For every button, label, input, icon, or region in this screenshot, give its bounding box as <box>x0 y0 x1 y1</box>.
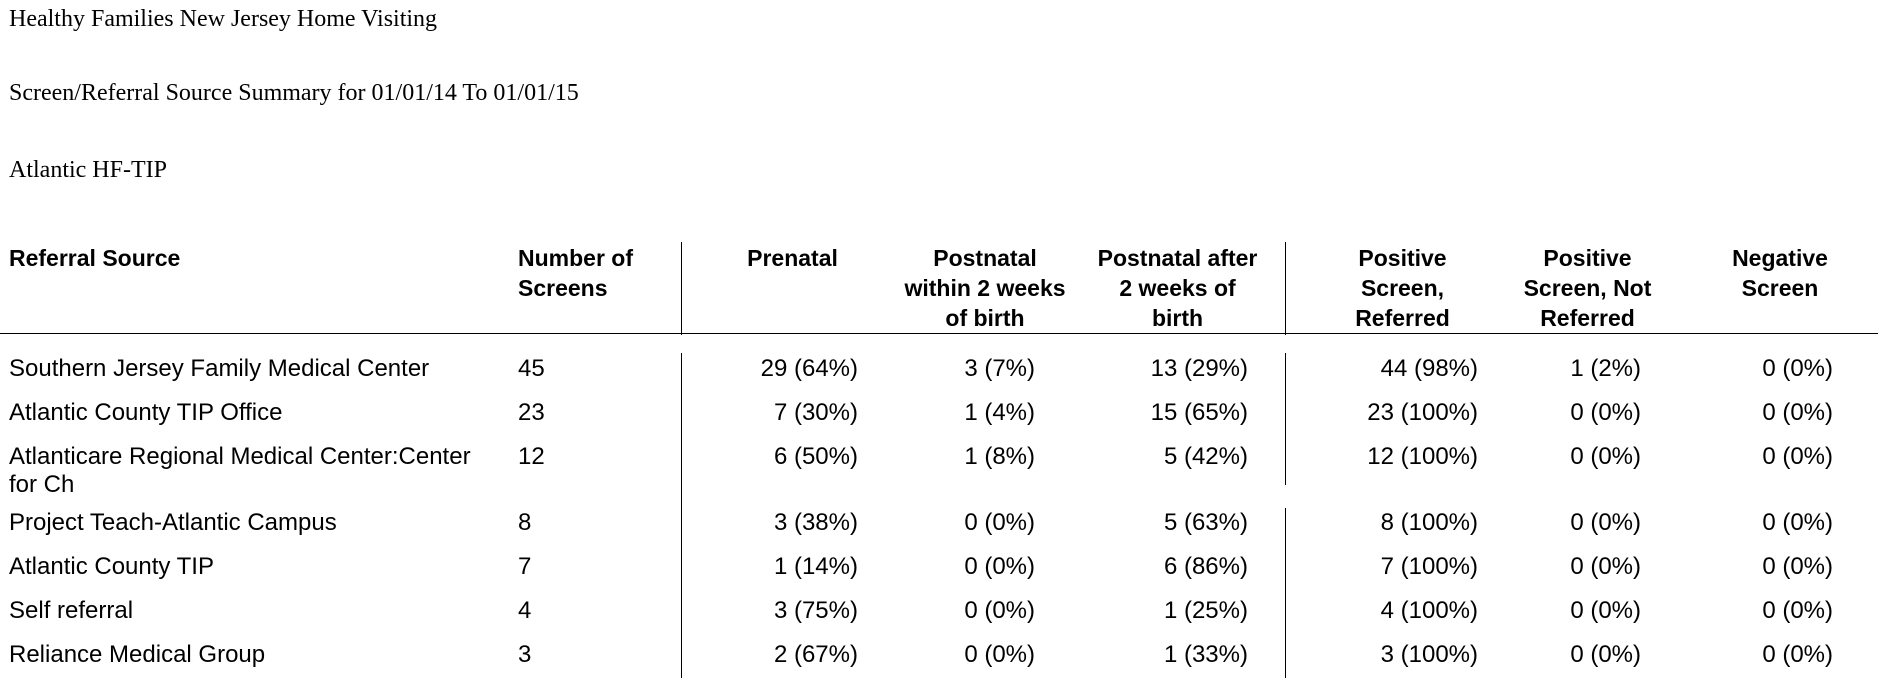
cell-pos-not-referred: 0 (0%) <box>1570 553 1641 580</box>
cell-source-continued: for Ch <box>9 471 75 498</box>
cell-negative: 0 (0%) <box>1762 597 1833 624</box>
cell-prenatal: 7 (30%) <box>773 399 858 426</box>
cell-postnatal-2w: 0 (0%) <box>964 553 1035 580</box>
cell-negative: 0 (0%) <box>1762 355 1833 382</box>
cell-postnatal-after: 6 (86%) <box>1163 553 1248 580</box>
cell-negative: 0 (0%) <box>1762 553 1833 580</box>
cell-negative: 0 (0%) <box>1762 399 1833 426</box>
cell-prenatal: 2 (67%) <box>773 641 858 668</box>
org-title: Healthy Families New Jersey Home Visitin… <box>9 6 438 32</box>
cell-pos-not-referred: 0 (0%) <box>1570 443 1641 470</box>
cell-postnatal-2w: 0 (0%) <box>964 597 1035 624</box>
cell-postnatal-after: 1 (25%) <box>1163 597 1248 624</box>
cell-pos-not-referred: 0 (0%) <box>1570 509 1641 536</box>
header-divider-2 <box>1285 242 1286 335</box>
cell-prenatal: 3 (38%) <box>773 509 858 536</box>
cell-screens: 23 <box>518 399 545 426</box>
header-negative-screen: Negative Screen <box>1732 245 1828 301</box>
cell-pos-referred: 44 (98%) <box>1380 355 1478 382</box>
cell-postnatal-after: 1 (33%) <box>1163 641 1248 668</box>
cell-negative: 0 (0%) <box>1762 443 1833 470</box>
cell-screens: 7 <box>518 553 532 580</box>
cell-screens: 3 <box>518 641 532 668</box>
body-divider-2a <box>1285 353 1286 485</box>
cell-prenatal: 3 (75%) <box>773 597 858 624</box>
cell-source: Self referral <box>9 597 134 624</box>
header-postnatal-after-2-weeks: Postnatal after 2 weeks of birth <box>1097 245 1258 331</box>
cell-screens: 12 <box>518 443 545 470</box>
cell-source: Atlantic County TIP <box>9 553 214 580</box>
site-name: Atlantic HF-TIP <box>9 157 167 183</box>
cell-pos-referred: 23 (100%) <box>1367 399 1478 426</box>
header-positive-screen-not-referred: Positive Screen, Not Referred <box>1523 245 1652 331</box>
cell-prenatal: 6 (50%) <box>773 443 858 470</box>
header-prenatal: Prenatal <box>747 245 838 271</box>
cell-postnatal-2w: 0 (0%) <box>964 509 1035 536</box>
cell-source: Reliance Medical Group <box>9 641 266 668</box>
cell-source: Atlantic County TIP Office <box>9 399 283 426</box>
cell-prenatal: 1 (14%) <box>773 553 858 580</box>
cell-source: Project Teach-Atlantic Campus <box>9 509 337 536</box>
cell-pos-referred: 3 (100%) <box>1380 641 1478 668</box>
body-divider-2b <box>1285 508 1286 678</box>
header-number-of-screens: Number of Screens <box>518 245 633 301</box>
cell-pos-referred: 12 (100%) <box>1367 443 1478 470</box>
cell-negative: 0 (0%) <box>1762 509 1833 536</box>
cell-screens: 4 <box>518 597 532 624</box>
cell-pos-not-referred: 0 (0%) <box>1570 597 1641 624</box>
header-underline <box>0 333 1878 334</box>
cell-postnatal-after: 15 (65%) <box>1150 399 1248 426</box>
body-divider-1 <box>681 353 682 678</box>
cell-source: Southern Jersey Family Medical Center <box>9 355 430 382</box>
cell-postnatal-after: 13 (29%) <box>1150 355 1248 382</box>
cell-postnatal-after: 5 (42%) <box>1163 443 1248 470</box>
header-referral-source: Referral Source <box>9 245 181 271</box>
cell-pos-not-referred: 1 (2%) <box>1570 355 1641 382</box>
cell-postnatal-2w: 0 (0%) <box>964 641 1035 668</box>
summary-title: Screen/Referral Source Summary for 01/01… <box>9 80 579 106</box>
cell-postnatal-2w: 1 (4%) <box>964 399 1035 426</box>
cell-postnatal-2w: 3 (7%) <box>964 355 1035 382</box>
cell-postnatal-2w: 1 (8%) <box>964 443 1035 470</box>
cell-pos-not-referred: 0 (0%) <box>1570 641 1641 668</box>
header-positive-screen-referred: Positive Screen, Referred <box>1355 245 1450 331</box>
cell-pos-referred: 8 (100%) <box>1380 509 1478 536</box>
header-divider-1 <box>681 242 682 335</box>
cell-negative: 0 (0%) <box>1762 641 1833 668</box>
cell-screens: 45 <box>518 355 545 382</box>
cell-postnatal-after: 5 (63%) <box>1163 509 1248 536</box>
cell-pos-referred: 4 (100%) <box>1380 597 1478 624</box>
cell-screens: 8 <box>518 509 532 536</box>
cell-pos-referred: 7 (100%) <box>1380 553 1478 580</box>
cell-source: Atlanticare Regional Medical Center:Cent… <box>9 443 471 470</box>
cell-pos-not-referred: 0 (0%) <box>1570 399 1641 426</box>
cell-prenatal: 29 (64%) <box>760 355 858 382</box>
header-postnatal-within-2-weeks: Postnatal within 2 weeks of birth <box>904 245 1066 331</box>
